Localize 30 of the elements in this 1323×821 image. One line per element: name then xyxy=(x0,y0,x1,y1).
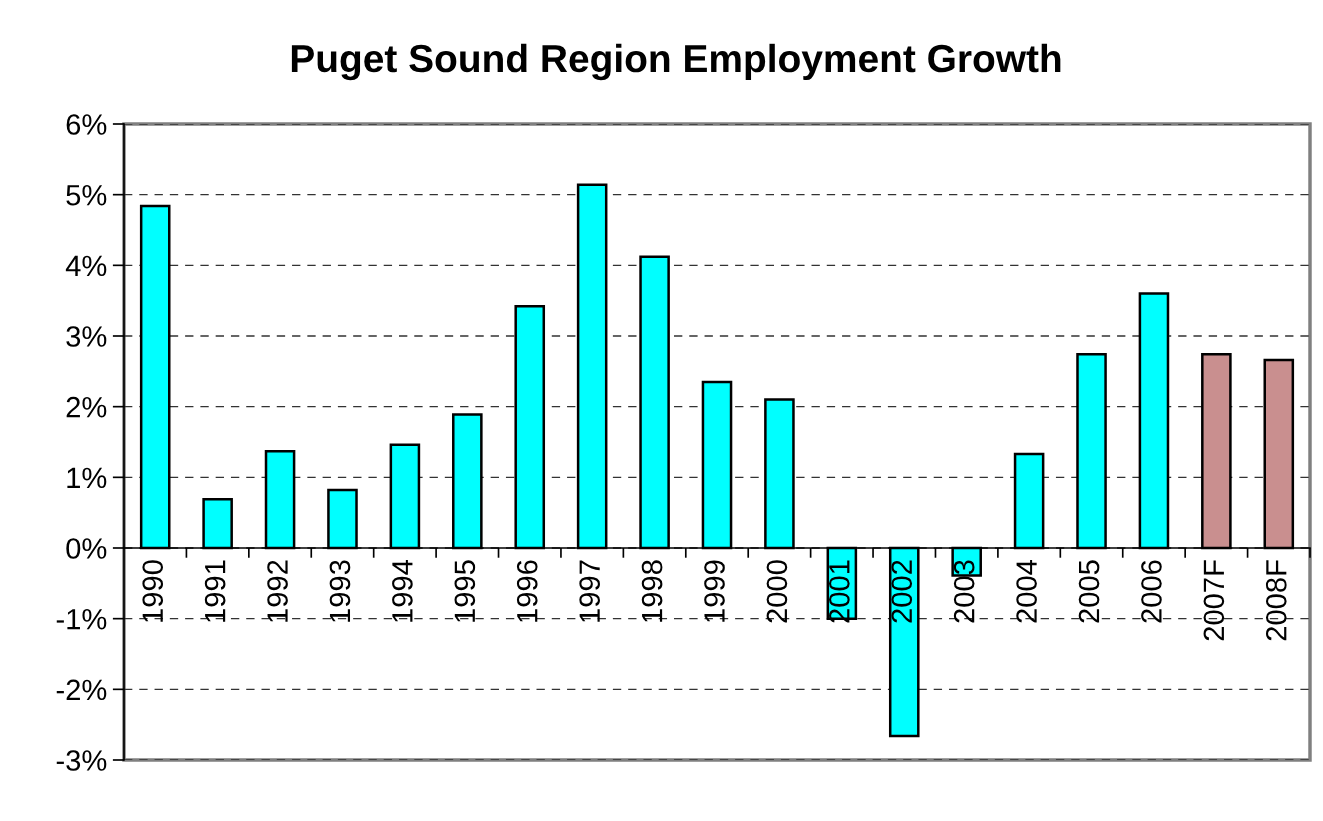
y-tick-label: 1% xyxy=(67,467,107,489)
x-tick-label: 2006 xyxy=(1141,560,1162,623)
y-tick-label: -3% xyxy=(56,750,107,771)
x-tick-label: 2008F xyxy=(1265,560,1287,641)
y-tick-label: 3% xyxy=(66,326,107,347)
y-tick-label: -1% xyxy=(56,609,107,630)
y-tick-label: 4% xyxy=(65,255,107,277)
x-tick-label: 1996 xyxy=(516,560,538,622)
x-tick-label: 1992 xyxy=(267,560,288,622)
x-tick-label: 2007F xyxy=(1203,560,1225,641)
x-tick-label: 1999 xyxy=(704,560,725,622)
x-tick-label: 1994 xyxy=(392,559,413,622)
x-tick-label: 2002 xyxy=(891,560,913,623)
x-tick-label: 1997 xyxy=(579,560,600,622)
y-tick-label: 0% xyxy=(66,538,107,559)
x-tick-label: 1993 xyxy=(329,560,351,622)
x-tick-label: 1991 xyxy=(204,560,226,622)
x-tick-label: 2001 xyxy=(829,560,850,623)
y-tick-label: -2% xyxy=(56,679,107,701)
x-tick-label: 1995 xyxy=(454,560,476,622)
y-tick-label: 6% xyxy=(66,114,107,135)
x-tick-label: 2000 xyxy=(766,560,788,623)
x-tick-label: 2005 xyxy=(1078,560,1100,623)
x-tick-label: 2004 xyxy=(1016,559,1037,623)
x-tick-label: 1998 xyxy=(641,560,663,622)
x-tick-label: 1990 xyxy=(142,560,164,622)
chart-title: Puget Sound Region Employment Growth xyxy=(291,43,1061,81)
y-tick-label: 2% xyxy=(66,396,107,418)
x-tick-label: 2003 xyxy=(953,560,975,623)
y-tick-label: 5% xyxy=(66,185,107,206)
